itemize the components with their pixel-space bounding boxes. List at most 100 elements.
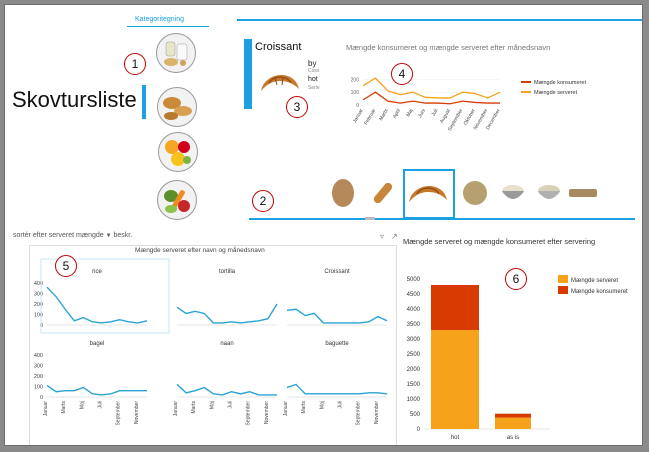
y-tick-label: 100 <box>351 90 360 96</box>
title-accent-bar <box>142 85 146 119</box>
x-tick-label: as is <box>507 435 519 441</box>
thumb-strip-divider <box>249 218 635 220</box>
x-tick-label: September <box>246 401 252 426</box>
category-bread-image[interactable] <box>157 87 197 127</box>
legend-label: Mængde serveret <box>534 90 578 96</box>
expand-icon[interactable]: ↗ <box>391 232 398 241</box>
card-line-3: hot <box>308 76 318 83</box>
top-line-chart: 200 100 0 Mængde konsumeret Mængde serveret J… <box>351 77 586 132</box>
panel-line <box>176 303 278 324</box>
filter-icon[interactable]: ▿ <box>380 232 385 241</box>
selected-item-name: Croissant <box>255 41 302 53</box>
x-tick-label: September <box>116 401 122 426</box>
thumb-croissant-selected[interactable] <box>403 169 455 219</box>
x-tick-label: April <box>392 108 402 120</box>
sort-label[interactable]: sortér efter serveret mængde ▼ beskr. <box>13 232 132 239</box>
thumb-round-bread[interactable] <box>457 173 493 213</box>
dashboard-frame: Kategoritegning <box>4 4 643 446</box>
page-title: Skovtursliste <box>12 87 137 112</box>
thumb-baguette[interactable] <box>365 173 401 213</box>
y-tick-label: 3000 <box>407 337 421 343</box>
baguette-icon <box>373 182 393 204</box>
card-accent-bar <box>244 39 252 109</box>
thumb-bread-loaf[interactable] <box>325 173 361 213</box>
thumb-grain-bowl[interactable] <box>531 173 567 213</box>
panel-line <box>176 383 277 396</box>
x-tick-label: Maj <box>405 108 414 118</box>
card-line-1: by <box>308 59 317 68</box>
y-tick-label: 3500 <box>407 322 421 328</box>
bar-as is-0 <box>495 417 531 429</box>
y-tick-label: 100 <box>34 313 43 319</box>
y-tick-label: 2500 <box>407 352 421 358</box>
x-tick-label: Marts <box>301 401 307 414</box>
bar-hot-1 <box>431 285 479 330</box>
y-tick-label: 1000 <box>407 397 421 403</box>
selected-panel-highlight <box>40 258 170 334</box>
panel-title: naan <box>220 341 233 347</box>
thumb-rice-bowl[interactable] <box>495 173 531 213</box>
y-tick-label: 400 <box>34 281 43 287</box>
x-tick-label: November <box>374 401 380 424</box>
y-tick-label: 300 <box>34 292 43 298</box>
breakfast-icon <box>164 41 188 66</box>
x-tick-label: Januar <box>43 401 49 417</box>
multiples-panel-border <box>29 245 397 445</box>
x-tick-label: Juni <box>417 108 427 119</box>
series-line-0 <box>362 91 500 105</box>
panel-line <box>286 383 388 395</box>
croissant-image <box>257 61 303 103</box>
sort-order-dropdown[interactable]: beskr. <box>113 232 133 239</box>
y-tick-label: 4500 <box>407 292 421 298</box>
sort-label-text: sortér efter serveret mængde <box>13 232 104 239</box>
x-tick-label: Marts <box>61 401 67 414</box>
y-tick-label: 5000 <box>407 277 421 283</box>
panel-line <box>46 286 148 324</box>
grain-bowl-icon <box>538 185 560 199</box>
legend-label: Mængde serveret <box>571 278 618 284</box>
badge-6: 6 <box>505 268 527 290</box>
category-vegetables-image[interactable] <box>157 180 197 220</box>
legend-label: Mængde konsumeret <box>571 289 628 295</box>
y-tick-label: 500 <box>410 412 421 418</box>
legend-swatch <box>558 275 568 283</box>
x-tick-label: Februar <box>363 108 377 126</box>
panel-title: tortilla <box>219 269 236 275</box>
x-tick-label: Marts <box>378 108 390 122</box>
stacked-bar-chart: 5000450040003500300025002000150010005000… <box>407 275 628 441</box>
x-tick-label: November <box>264 401 270 424</box>
bar-hot-0 <box>431 330 479 429</box>
series-line-1 <box>362 77 501 99</box>
x-tick-label: Januar <box>173 401 179 417</box>
panel-line <box>46 384 147 396</box>
x-tick-label: Juli <box>338 401 344 409</box>
category-fruit-image[interactable] <box>158 132 198 172</box>
y-tick-label: 100 <box>34 385 43 391</box>
x-tick-label: September <box>356 401 362 426</box>
badge-3: 3 <box>286 96 308 118</box>
fruit-icon <box>165 140 191 166</box>
bread-loaf-icon <box>332 179 354 207</box>
thumb-strip-scrollbar[interactable] <box>365 217 375 220</box>
card-line-2: Coss <box>308 68 320 74</box>
multiples-title: Mængde serveret efter navn og månedsnavn <box>135 247 265 254</box>
x-tick-label: Maj <box>319 401 325 409</box>
croissant-icon <box>409 185 447 202</box>
x-tick-label: Juli <box>431 108 440 118</box>
y-tick-label: 200 <box>34 374 43 380</box>
top-chart-title: Mængde konsumeret og mængde serveret eft… <box>346 43 551 52</box>
bread-icon <box>163 97 192 120</box>
category-breakfast-image[interactable] <box>156 33 196 73</box>
y-tick-label: 0 <box>417 427 421 433</box>
panel-line <box>286 308 388 324</box>
y-tick-label: 4000 <box>407 307 421 313</box>
top-divider <box>237 19 642 21</box>
y-tick-label: 1500 <box>407 382 421 388</box>
panel-title: Croissant <box>324 269 350 275</box>
badge-5: 5 <box>55 255 77 277</box>
thumb-flatbread[interactable] <box>565 173 601 213</box>
bar-as is-1 <box>495 413 531 418</box>
legend-label: Mængde konsumeret <box>534 80 586 86</box>
y-tick-label: 0 <box>40 395 43 401</box>
small-multiples-chart: rice 400 300 200 100 0 tortilla Croissant bagel 4… <box>34 258 388 426</box>
